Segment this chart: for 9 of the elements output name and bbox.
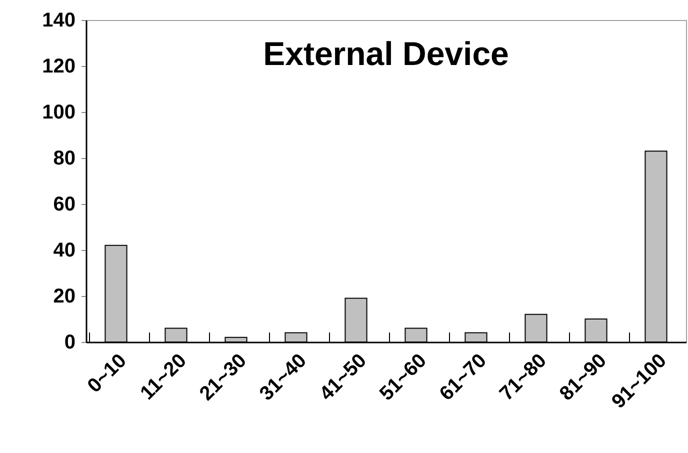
y-tick-label: 60 [53, 194, 76, 216]
y-tick-label: 140 [42, 10, 76, 32]
y-tick-label: 100 [42, 102, 76, 124]
chart-title: External Device [263, 35, 509, 72]
y-tick-label: 120 [42, 56, 76, 78]
y-tick-label: 80 [53, 148, 76, 170]
y-tick-label: 40 [53, 240, 76, 262]
y-tick-label: 0 [64, 332, 76, 354]
y-tick-label: 20 [53, 286, 76, 308]
